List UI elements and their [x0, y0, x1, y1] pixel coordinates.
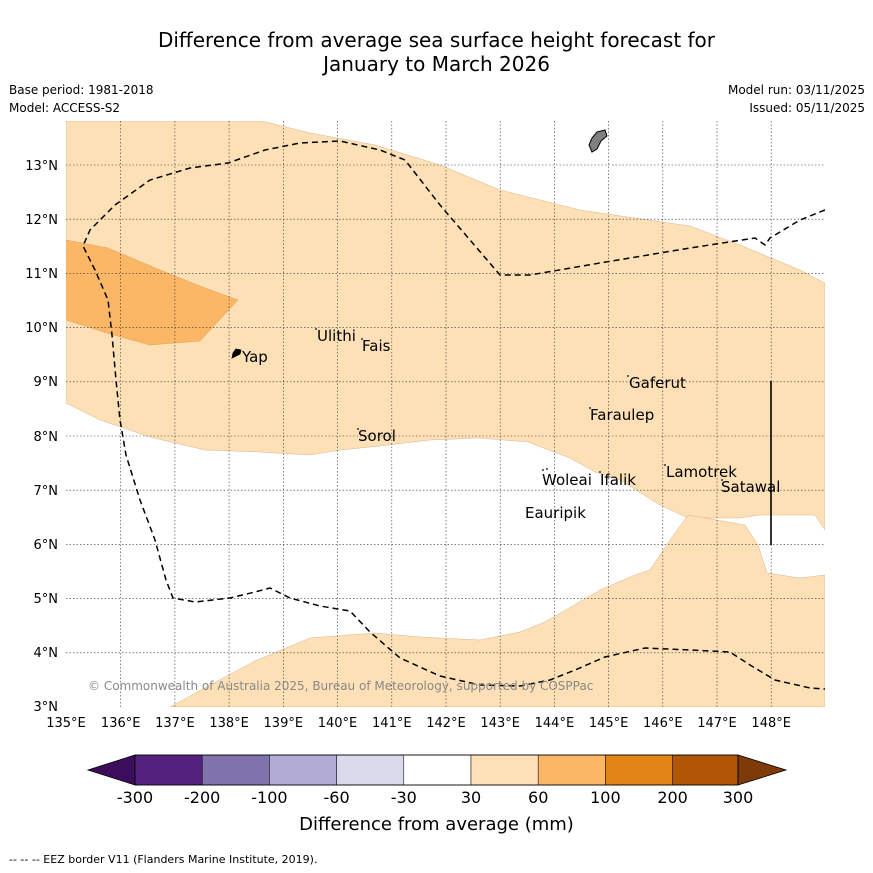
- colorbar-extend-low: [86, 754, 136, 786]
- colorbar-tick-10: 300: [723, 788, 754, 807]
- label-satawal: Satawal: [721, 478, 780, 496]
- fais-mark: [361, 338, 363, 340]
- colorbar-tick-8: 100: [590, 788, 621, 807]
- lon-label-148: 148°E: [751, 716, 791, 731]
- model-run: Model run: 03/11/2025: [727, 83, 865, 97]
- model-name: Model: ACCESS-S2: [9, 101, 121, 115]
- lon-label-141: 141°E: [372, 716, 412, 731]
- colorbar-tick-9: 200: [657, 788, 688, 807]
- colorbar-label: Difference from average (mm): [299, 814, 574, 835]
- lon-label-143: 143°E: [480, 716, 520, 731]
- colorbar: -300 -200 -100 -60 -30 30 60 100 200 300…: [86, 754, 788, 835]
- ifalik-mark: [599, 471, 601, 473]
- colorbar-tick-7: 60: [528, 788, 548, 807]
- anomaly-region-60-100: [66, 239, 239, 346]
- lat-label-5: 5°N: [34, 592, 59, 607]
- colorbar-extend-high: [737, 754, 788, 786]
- issued-date: Issued: 05/11/2025: [749, 101, 865, 115]
- colorbar-seg-3: [269, 754, 337, 786]
- lamotrek-mark: [664, 464, 666, 466]
- lat-label-4: 4°N: [34, 646, 59, 661]
- lon-label-139: 139°E: [264, 716, 304, 731]
- lon-label-135: 135°E: [46, 716, 86, 731]
- anomaly-region-north-30-60: [66, 121, 825, 531]
- colorbar-tick-6: 30: [461, 788, 481, 807]
- anomaly-region-south-30-60: [169, 514, 825, 707]
- lon-label-147: 147°E: [697, 716, 737, 731]
- colorbar-seg-5: [403, 754, 472, 786]
- colorbar-seg-7: [537, 754, 606, 786]
- lat-label-12: 12°N: [25, 213, 58, 228]
- lon-label-145: 145°E: [589, 716, 629, 731]
- chart-title: Difference from average sea surface heig…: [0, 28, 873, 76]
- label-ifalik: Ifalik: [600, 471, 636, 489]
- colorbar-frame: [134, 754, 739, 786]
- label-sorol: Sorol: [358, 427, 396, 445]
- colorbar-seg-9: [672, 754, 739, 786]
- lon-label-140: 140°E: [318, 716, 358, 731]
- colorbar-seg-2: [201, 754, 270, 786]
- label-yap: Yap: [241, 348, 268, 366]
- lat-label-6: 6°N: [34, 538, 59, 553]
- colorbar-tick-2: -200: [184, 788, 220, 807]
- woleai-mark-1: [542, 469, 544, 471]
- label-ulithi: Ulithi: [317, 327, 356, 345]
- eez-footnote: -- -- -- EEZ border V11 (Flanders Marine…: [9, 853, 318, 866]
- colorbar-seg-1: [134, 754, 203, 786]
- ulithi-mark: [315, 328, 317, 330]
- title-line-1: Difference from average sea surface heig…: [157, 28, 716, 52]
- label-eauripik: Eauripik: [525, 504, 586, 522]
- colorbar-tick-4: -60: [324, 788, 350, 807]
- woleai-mark-2: [546, 468, 548, 470]
- label-gaferut: Gaferut: [629, 374, 686, 392]
- lon-label-142: 142°E: [426, 716, 466, 731]
- lat-label-10: 10°N: [25, 321, 58, 336]
- guam-island: [588, 129, 608, 153]
- colorbar-seg-8: [605, 754, 673, 786]
- atoll-marks: [315, 328, 723, 481]
- lon-label-146: 146°E: [643, 716, 683, 731]
- graticule: [66, 121, 825, 707]
- label-woleai: Woleai: [542, 471, 592, 489]
- lat-label-11: 11°N: [25, 267, 58, 282]
- gaferut-mark: [627, 375, 629, 377]
- lon-label-144: 144°E: [535, 716, 575, 731]
- meta-left: Base period: 1981-2018 Model: ACCESS-S2: [9, 81, 154, 117]
- colorbar-tick-1: -300: [117, 788, 153, 807]
- colorbar-tick-5: -30: [391, 788, 417, 807]
- faraulep-mark: [589, 407, 591, 409]
- lon-label-138: 138°E: [209, 716, 249, 731]
- meta-right: Model run: 03/11/2025 Issued: 05/11/2025: [728, 81, 865, 117]
- lon-label-137: 137°E: [155, 716, 195, 731]
- colorbar-tick-3: -100: [251, 788, 287, 807]
- label-fais: Fais: [362, 337, 391, 355]
- colorbar-seg-4: [336, 754, 405, 786]
- title-line-2: January to March 2026: [323, 52, 550, 76]
- label-faraulep: Faraulep: [590, 406, 654, 424]
- lat-label-13: 13°N: [25, 159, 58, 174]
- lon-label-136: 136°E: [101, 716, 141, 731]
- copyright-text: © Commonwealth of Australia 2025, Bureau…: [88, 679, 593, 693]
- lat-label-8: 8°N: [34, 430, 59, 445]
- colorbar-seg-6: [470, 754, 539, 786]
- lat-label-3: 3°N: [34, 700, 59, 715]
- lat-label-7: 7°N: [34, 484, 59, 499]
- base-period: Base period: 1981-2018: [9, 83, 154, 97]
- satawal-mark: [721, 479, 723, 481]
- yap-island: [231, 348, 242, 359]
- lat-label-9: 9°N: [34, 375, 59, 390]
- label-lamotrek: Lamotrek: [666, 463, 737, 481]
- map-area: [66, 121, 825, 707]
- sorol-mark: [357, 428, 359, 430]
